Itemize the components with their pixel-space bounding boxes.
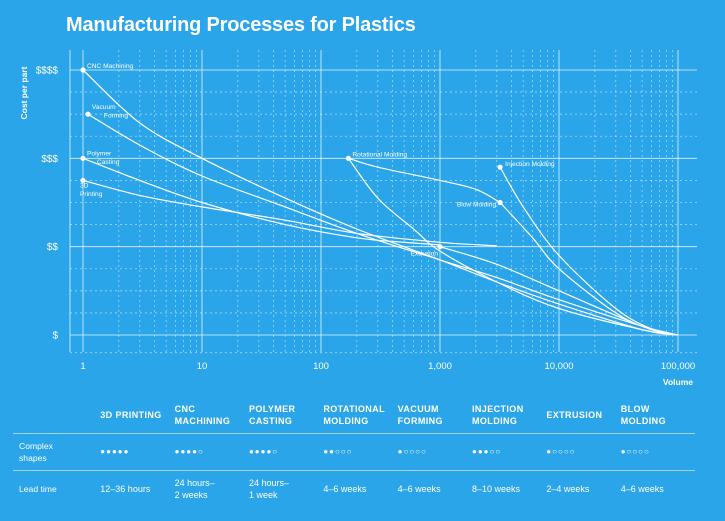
point-blow-molding [497, 199, 503, 206]
rating-dots: ●●●●○ [174, 447, 204, 456]
row-label: Lead time [19, 484, 57, 494]
curve-label-3d-printing: 3D Printing [80, 182, 103, 198]
curves [80, 67, 679, 336]
curve-label-line: Polymer [87, 150, 112, 157]
table-header-cell: BLOW MOLDING [620, 403, 666, 426]
table-header-cell: POLYMER CASTING [248, 403, 296, 426]
lead-time-cell: 12–36 hours [100, 484, 151, 494]
lead-time-cell: 4–6 weeks [397, 484, 441, 494]
x-tick-label: 1,000 [428, 361, 452, 372]
curve-label-line: Injection Molding [505, 161, 555, 168]
curve-vacuum-forming [87, 113, 679, 336]
table-row-lead-time: Lead time 12–36 hours 24 hours– 2 weeks … [13, 470, 695, 507]
curve-labels: CNC Machining Vacuum Forming Polymer Casting… [80, 63, 555, 258]
table-row-complex-shapes: Complex shapes ●●●●● ●●●●○ ●●●●○ ●●○○○ ●… [13, 433, 695, 470]
curve-label-vacuum-forming: Vacuum Forming [92, 104, 129, 120]
curve-blow-molding [499, 202, 679, 336]
curve-3d-printing [82, 179, 497, 247]
chart-title: Manufacturing Processes for Plastics [66, 14, 416, 36]
curve-label-cnc-machining: CNC Machining [87, 63, 134, 70]
grid [69, 50, 697, 354]
table-header-cell: INJECTION MOLDING [472, 403, 524, 426]
point-cnc-machining [80, 67, 86, 73]
y-tick-label: $$$$ [36, 66, 59, 77]
x-tick-label: 100 [313, 361, 329, 372]
process-comparison-table: 3D PRINTING CNC MACHINING POLYMER CASTIN… [13, 396, 695, 507]
curve-label-line: Casting [97, 159, 120, 166]
lead-time-cell: 4–6 weeks [620, 484, 664, 494]
curve-injection-molding [499, 166, 679, 336]
point-3d-printing [80, 177, 86, 184]
lead-time-cell: 2–4 weeks [546, 484, 590, 494]
point-extrusion [437, 244, 443, 250]
curve-label-line: Blow Molding [457, 202, 497, 209]
rating-dots: ●●●●● [100, 447, 130, 456]
table-header-cell: CNC MACHINING [174, 403, 231, 426]
y-tick-label: $$ [47, 242, 59, 253]
point-vacuum-forming [85, 111, 91, 117]
x-tick-label: 10,000 [544, 361, 573, 372]
rating-dots: ●●○○○ [323, 447, 353, 456]
rating-dots: ●○○○○ [397, 447, 427, 456]
curve-label-extrusion: Extrusion [411, 251, 439, 258]
curve-label-line: Vacuum [92, 104, 116, 111]
table-header-cell: ROTATIONAL MOLDING [323, 403, 385, 426]
curve-rotational-molding-continuation [347, 157, 679, 336]
curve-label-line: 3D [80, 182, 89, 189]
lead-time-cell: 4–6 weeks [323, 484, 367, 494]
curve-label-line: CNC Machining [87, 63, 134, 70]
y-tick-label: $ [52, 331, 58, 342]
curve-label-rotational-molding: Rotational Molding [352, 151, 407, 158]
curve-label-line: Forming [104, 113, 129, 120]
x-tick-label: 100,000 [661, 361, 695, 372]
curve-label-blow-molding: Blow Molding [457, 202, 497, 209]
table-header-cell: VACUUM FORMING [397, 403, 443, 426]
curve-label-polymer-casting: Polymer Casting [87, 150, 120, 166]
curve-label-injection-molding: Injection Molding [505, 161, 555, 168]
rating-dots: ●●●●○ [248, 447, 279, 456]
y-tick-label: $$$ [41, 154, 58, 165]
table-header-cell: EXTRUSION [546, 409, 603, 420]
table-header-row: 3D PRINTING CNC MACHINING POLYMER CASTIN… [13, 396, 695, 433]
y-axis-title: Cost per part [19, 66, 29, 119]
table-header-cell: 3D PRINTING [100, 409, 162, 420]
curve-polymer-casting [82, 157, 441, 246]
point-injection-molding [497, 164, 503, 170]
row-label: Complex shapes [19, 441, 53, 463]
rating-dots: ●●●○○ [472, 447, 502, 456]
curve-label-line: Extrusion [411, 251, 439, 258]
lead-time-cell: 24 hours– 2 weeks [174, 478, 215, 500]
point-polymer-casting [80, 155, 86, 161]
lead-time-cell: 24 hours– 1 week [248, 478, 289, 500]
curve-rotational-molding [348, 157, 501, 204]
x-tick-label: 10 [197, 361, 208, 372]
x-axis-title: Volume [663, 377, 693, 387]
curve-label-line: Printing [80, 191, 103, 198]
lead-time-cell: 8–10 weeks [472, 484, 521, 494]
curve-label-line: Rotational Molding [352, 151, 407, 158]
chart: CNC Machining Vacuum Forming Polymer Casting… [19, 50, 697, 388]
rating-dots: ●○○○○ [546, 447, 576, 456]
x-tick-label: 1 [80, 361, 85, 372]
rating-dots: ●○○○○ [620, 447, 650, 456]
